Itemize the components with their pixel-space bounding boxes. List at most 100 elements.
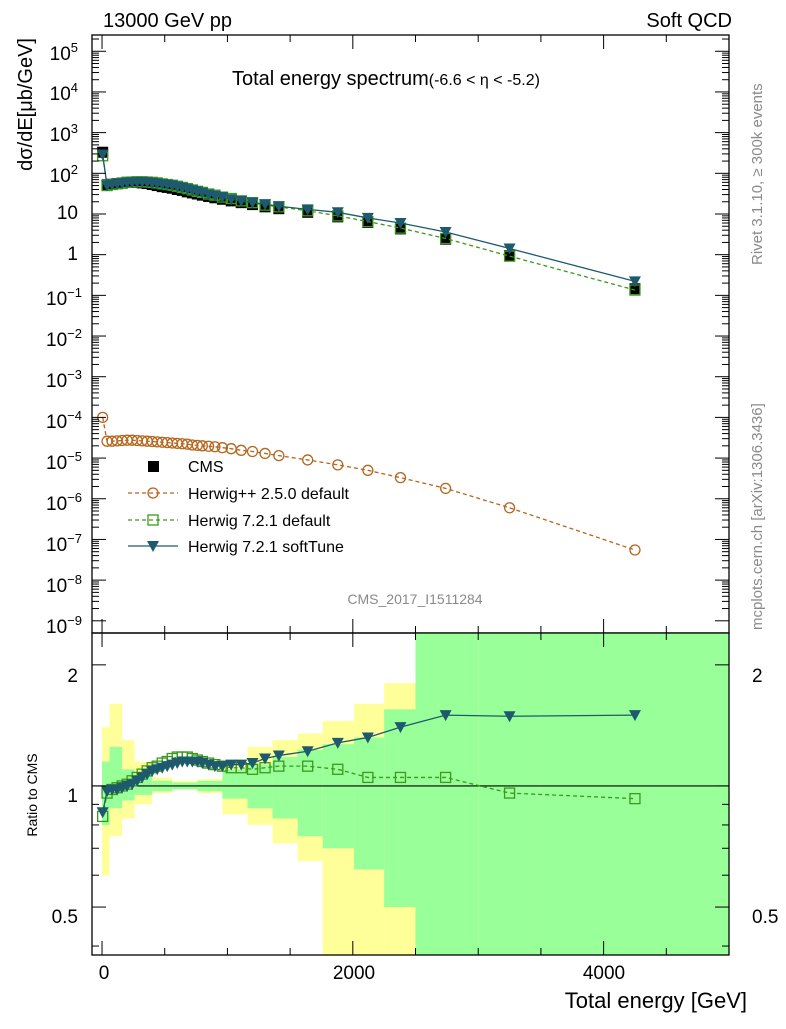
ratio-series-point: [259, 753, 272, 765]
series-point: [503, 502, 516, 514]
legend-marker-herwig721: [147, 514, 159, 526]
x-axis-title: Total energy [GeV]: [565, 988, 747, 1013]
ratio-ytick-label-05-right: 0.5: [752, 907, 778, 928]
uncertainty-band-inner: [297, 749, 323, 837]
main-y-axis-title: dσ/dE[μb/GeV]: [15, 38, 37, 171]
ratio-panel: 2 1 0.5 2 0.5 Ratio to CMS 0 2000 4000 T…: [24, 632, 778, 1013]
main-plot-area: [96, 146, 641, 556]
ratio-series-point: [208, 761, 221, 773]
header-process: 13000 GeV pp: [103, 10, 232, 32]
chart-title: Total energy spectrum(-6.6 < η < -5.2): [232, 68, 540, 90]
ytick-label-e-3: 10−3: [46, 367, 82, 392]
xtick-label-2000: 2000: [333, 963, 375, 984]
series-point: [439, 227, 452, 239]
ratio-series-point: [503, 711, 516, 723]
series-point: [225, 194, 238, 206]
ytick-label-e-6: 10−6: [46, 490, 82, 515]
ratio-series-point: [394, 722, 407, 734]
series-point: [246, 445, 259, 458]
series-point: [96, 149, 109, 161]
series-point: [629, 544, 641, 556]
uncertainty-band-inner: [322, 744, 355, 849]
legend-marker-softtune: [147, 541, 159, 552]
ratio-series-point: [301, 746, 314, 758]
uncertainty-band-inner: [415, 633, 479, 955]
ratio-ytick-label-2: 2: [67, 666, 78, 687]
ratio-y-axis-title: Ratio to CMS: [24, 753, 40, 836]
series-point: [503, 243, 516, 255]
ytick-label-e0: 1: [67, 244, 78, 265]
ytick-label-e-7: 10−7: [46, 531, 82, 556]
legend: CMS Herwig++ 2.5.0 default Herwig 7.2.1 …: [128, 459, 350, 556]
uncertainty-band-inner: [354, 737, 385, 870]
series-point: [191, 439, 203, 452]
series-point: [362, 464, 374, 476]
ratio-series-point: [628, 710, 641, 722]
ratio-y-labels-left: 2 1 0.5: [52, 666, 78, 928]
main-y-ticks: [92, 35, 730, 633]
legend-label-softtune: Herwig 7.2.1 softTune: [188, 539, 344, 556]
main-panel: 105 104 103 102 10 1 10−1 10−2 10−3 10−4…: [15, 34, 730, 638]
uncertainty-band-inner: [478, 633, 541, 955]
legend-item-herwig721: Herwig 7.2.1 default: [128, 513, 331, 530]
ytick-label-e-9: 10−9: [46, 613, 82, 638]
ratio-ytick-label-1: 1: [67, 786, 78, 807]
series-point: [209, 441, 221, 453]
series-point: [259, 447, 271, 460]
legend-label-herwigpp: Herwig++ 2.5.0 default: [188, 486, 350, 503]
ratio-series-point: [629, 792, 641, 805]
ratio-series-point: [362, 771, 374, 784]
legend-label-cms: CMS: [188, 459, 224, 476]
legend-item-herwigpp: Herwig++ 2.5.0 default: [128, 486, 350, 503]
ratio-series-point: [331, 737, 344, 749]
header-category: Soft QCD: [646, 10, 732, 32]
legend-marker-cms: [148, 461, 159, 472]
ratio-series-point: [503, 787, 516, 799]
series-point: [235, 195, 248, 207]
x-axis-labels: 0 2000 4000: [99, 963, 625, 984]
ytick-label-e-4: 10−4: [46, 408, 82, 433]
series-point: [628, 276, 641, 288]
series-point: [272, 201, 285, 213]
cms-point: [629, 283, 641, 295]
ytick-label-e4: 104: [50, 80, 78, 105]
ratio-series-point: [225, 759, 238, 771]
ytick-label-e-2: 10−2: [46, 326, 82, 351]
rivet-label: Rivet 3.1.10, ≥ 300k events: [749, 83, 766, 265]
series-point: [235, 444, 247, 456]
cms-point: [440, 233, 452, 245]
ratio-series-point: [272, 750, 285, 762]
ytick-label-e3: 103: [50, 121, 78, 146]
ratio-ytick-label-2-right: 2: [752, 666, 763, 687]
ratio-ticks: [92, 633, 730, 955]
ytick-label-e5: 105: [50, 40, 78, 65]
watermark: CMS_2017_I1511284: [347, 591, 482, 607]
series-point: [259, 199, 272, 211]
series-point: [202, 440, 215, 452]
legend-item-cms: CMS: [148, 459, 224, 476]
uncertainty-band-inner: [384, 709, 416, 908]
ytick-label-e-1: 10−1: [46, 285, 82, 310]
ratio-series-point: [96, 807, 109, 819]
xtick-label-4000: 4000: [583, 963, 625, 984]
uncertainty-band-inner: [109, 746, 123, 809]
cms-point: [504, 250, 516, 262]
ratio-frame: [91, 632, 730, 956]
ratio-series-point: [394, 771, 407, 784]
ratio-series-point: [332, 763, 344, 775]
ratio-series-point: [246, 758, 259, 770]
ratio-series-point: [361, 732, 374, 744]
series-point: [302, 454, 314, 466]
ratio-series-point: [439, 771, 452, 784]
series-point: [196, 440, 208, 452]
ytick-label-e-8: 10−8: [46, 572, 82, 597]
uncertainty-band-inner: [272, 757, 298, 819]
series-point: [361, 212, 374, 224]
uncertainty-band-inner: [222, 769, 248, 799]
y-axis-labels: 105 104 103 102 10 1 10−1 10−2 10−3 10−4…: [46, 40, 82, 638]
series-line: [102, 417, 636, 551]
series-point: [394, 218, 407, 230]
ratio-y-labels-right: 2 0.5: [752, 666, 778, 928]
mcplots-label: mcplots.cern.ch [arXiv:1306.3436]: [749, 403, 766, 630]
